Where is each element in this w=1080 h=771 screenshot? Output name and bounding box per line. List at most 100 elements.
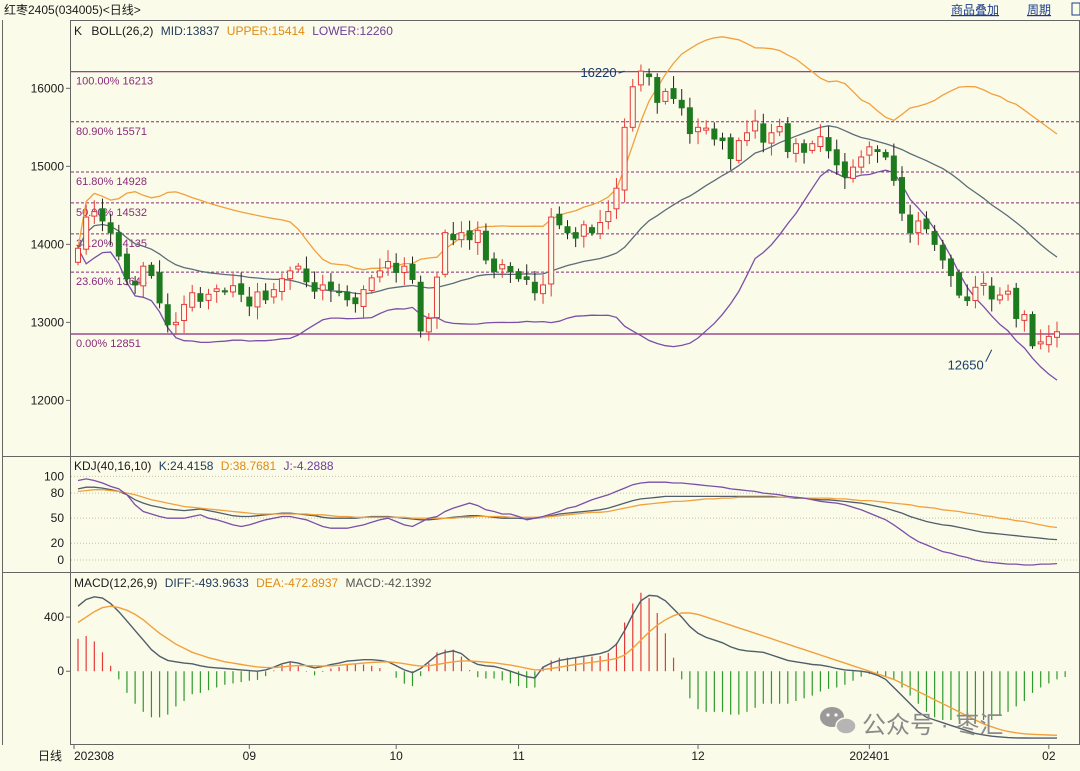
candlestick <box>866 141 873 165</box>
candlestick <box>531 270 538 301</box>
candle-body <box>825 137 832 152</box>
candlestick <box>1013 282 1020 328</box>
candlestick <box>515 268 522 282</box>
candle-body <box>311 282 318 292</box>
candle-body <box>115 232 122 257</box>
candlestick <box>776 118 783 137</box>
candle-body <box>801 143 808 153</box>
candle-body <box>972 286 979 302</box>
candle-body <box>401 265 408 273</box>
candlestick <box>74 245 82 266</box>
candlestick <box>874 145 881 163</box>
instrument-title: 红枣2405(034005)<日线> <box>4 2 141 17</box>
candle-body <box>433 276 440 319</box>
candle-body <box>189 292 196 308</box>
candle-body <box>597 222 604 235</box>
header: 红枣2405(034005)<日线> 商品叠加 周期 <box>4 2 1080 17</box>
period-link[interactable]: 周期 <box>1027 3 1051 17</box>
instrument-code: (034005) <box>55 3 103 17</box>
candle-body <box>670 88 677 99</box>
candlestick <box>695 118 702 145</box>
candlestick <box>801 139 808 164</box>
candlestick <box>352 292 359 313</box>
candle-body <box>450 234 457 241</box>
candlestick <box>99 198 106 232</box>
candle-body <box>931 231 938 245</box>
legend-lower: LOWER:12260 <box>312 24 393 38</box>
candle-body <box>956 272 963 296</box>
candlestick <box>768 123 775 156</box>
candlestick <box>442 229 449 278</box>
candlestick <box>270 282 277 304</box>
candlestick <box>654 73 661 114</box>
candlestick <box>931 224 938 251</box>
candlestick <box>956 269 963 299</box>
date-axis: 202308 09 10 11 12 202401 02 <box>73 745 1056 763</box>
macd-legend: MACD(12,26,9) DIFF:-493.9633 DEA:-472.89… <box>74 576 432 590</box>
candlestick <box>507 262 514 283</box>
x-tick-label: 12 <box>691 749 705 763</box>
candlesticks <box>74 64 1061 353</box>
candlestick <box>148 262 155 279</box>
candle-body <box>556 213 563 226</box>
candle-body <box>254 291 261 308</box>
instrument-name: 红枣2405 <box>4 2 55 17</box>
candle-body <box>727 137 734 160</box>
kdj-tick-label: 100 <box>44 469 64 483</box>
candlestick <box>425 313 432 341</box>
candlestick <box>385 250 392 276</box>
candlestick <box>711 122 718 146</box>
legend-macd-value: MACD:-42.1392 <box>346 576 432 590</box>
candle-body <box>735 140 742 161</box>
candle-body <box>83 216 90 250</box>
panel-toggle-icon[interactable] <box>1071 2 1080 16</box>
overlay-link[interactable]: 商品叠加 <box>951 2 999 17</box>
macd-y-ticks: 400 0 <box>44 610 70 678</box>
candlestick <box>287 266 294 290</box>
candlestick <box>621 118 628 203</box>
candle-body <box>531 281 538 294</box>
candle-body <box>482 230 489 261</box>
candlestick <box>613 178 620 219</box>
candle-body <box>393 262 400 273</box>
candlestick <box>882 149 889 161</box>
candlestick <box>482 223 489 265</box>
candlestick <box>939 239 946 269</box>
candlestick <box>572 227 579 248</box>
candlestick <box>686 97 693 144</box>
candle-body <box>515 271 522 280</box>
candlestick <box>817 124 824 152</box>
price-tick-label: 15000 <box>31 159 65 173</box>
candle-body <box>409 263 416 280</box>
candle-body <box>882 151 889 158</box>
candlestick <box>450 222 457 246</box>
watermark-text: 公众号 · 枣汇 <box>862 712 1003 739</box>
candle-body <box>1029 314 1036 347</box>
legend-macd: MACD(12,26,9) <box>74 576 157 590</box>
x-tick-label: 10 <box>389 749 403 763</box>
candle-body <box>858 156 865 168</box>
candle-body <box>890 155 897 181</box>
watermark: 公众号 · 枣汇 <box>820 707 1003 739</box>
candlestick <box>890 143 897 186</box>
candlestick <box>841 152 848 189</box>
candlestick <box>327 273 334 303</box>
candle-body <box>287 270 294 280</box>
candle-body <box>548 216 555 285</box>
legend-kdj: KDJ(40,16,10) <box>74 459 151 473</box>
candle-body <box>629 86 636 128</box>
kdj-tick-label: 80 <box>51 486 65 500</box>
candle-body <box>621 126 628 191</box>
candlestick <box>458 221 465 248</box>
candlestick <box>221 287 228 296</box>
candlestick <box>230 273 237 298</box>
candle-body <box>874 149 881 153</box>
candlestick <box>189 284 196 312</box>
candle-body <box>499 264 506 270</box>
candlestick <box>83 204 90 255</box>
candle-body <box>784 123 791 153</box>
candlestick <box>662 88 669 105</box>
candlestick <box>703 120 710 135</box>
candlestick <box>1045 325 1052 353</box>
